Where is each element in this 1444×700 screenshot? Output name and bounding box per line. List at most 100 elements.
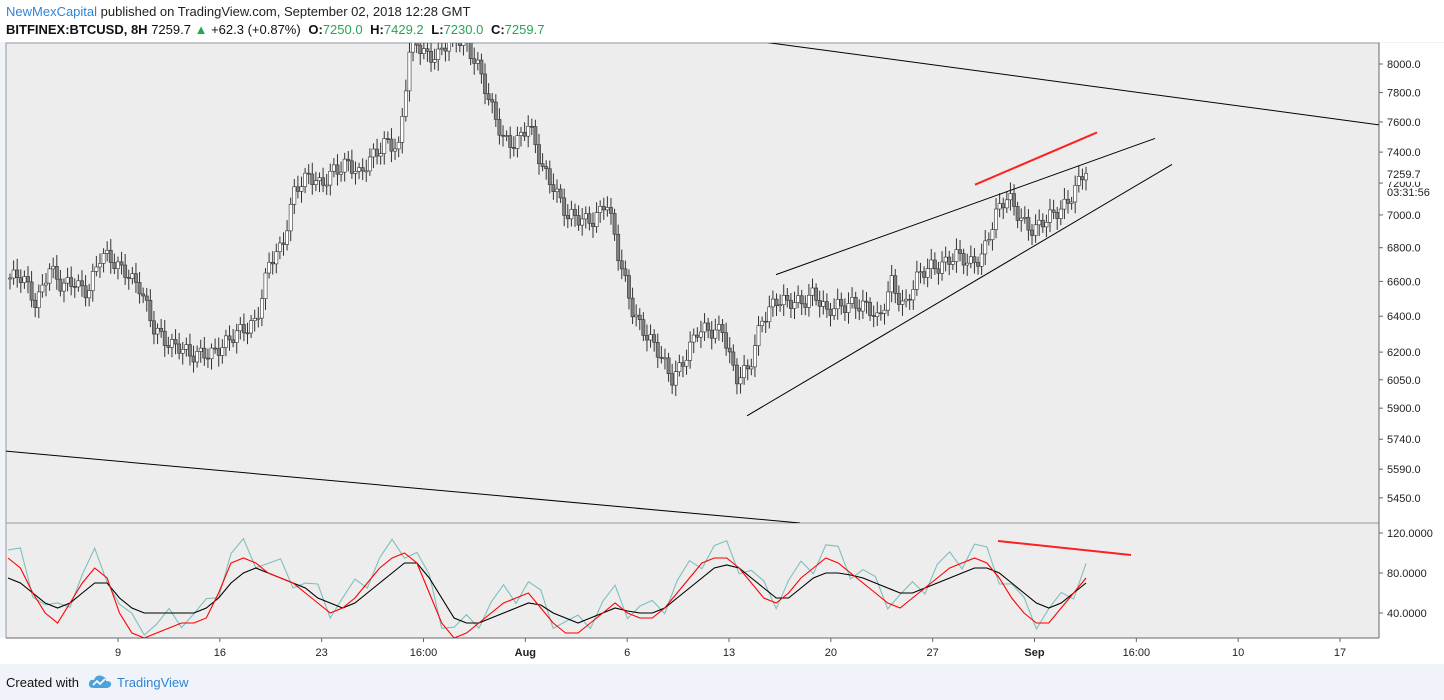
- candle-body: [306, 172, 311, 175]
- candle-body: [455, 32, 458, 41]
- candle-body: [846, 303, 851, 313]
- candle-body: [882, 309, 887, 314]
- candle-body: [745, 365, 750, 370]
- candle-body: [896, 293, 901, 305]
- author-link[interactable]: NewMexCapital: [6, 4, 98, 19]
- candle-body: [738, 377, 743, 385]
- footer: Created with TradingView: [0, 664, 1444, 700]
- candle-body: [954, 249, 959, 262]
- open-value: 7250.0: [322, 22, 363, 37]
- candle-body: [727, 347, 732, 353]
- candle-body: [177, 343, 182, 354]
- candle-body: [1076, 176, 1081, 186]
- candle-body: [1051, 209, 1056, 213]
- candle-body: [958, 249, 962, 254]
- candle-body: [853, 297, 858, 309]
- candle-body: [814, 287, 819, 301]
- candle-body: [26, 276, 30, 283]
- candle-body: [1022, 217, 1027, 219]
- candle-body: [58, 278, 63, 292]
- last-price-label: 7259.7: [1387, 169, 1421, 181]
- time-tick-label: 20: [825, 647, 837, 659]
- candle-body: [497, 119, 502, 136]
- time-axis[interactable]: [0, 638, 1444, 664]
- time-tick-label: 10: [1232, 647, 1244, 659]
- candles-layer: [8, 32, 1088, 397]
- candle-body: [821, 301, 826, 307]
- candle-body: [947, 256, 952, 265]
- candle-body: [339, 171, 343, 175]
- candle-body: [382, 138, 387, 154]
- tradingview-link[interactable]: TradingView: [117, 675, 189, 690]
- candle-body: [878, 312, 883, 315]
- candle-body: [331, 164, 336, 172]
- candle-body: [400, 116, 405, 143]
- candle-body: [198, 347, 203, 352]
- candle-body: [922, 271, 926, 278]
- last-price-box: [1380, 165, 1444, 182]
- candle-body: [130, 273, 135, 279]
- candle-body: [141, 293, 146, 297]
- candle-body: [349, 160, 354, 174]
- candle-body: [699, 331, 703, 338]
- tradingview-cloud-icon[interactable]: [88, 673, 112, 691]
- price-tick-label: 6200.0: [1387, 347, 1421, 359]
- candle-body: [645, 335, 649, 341]
- ohlc-legend: BITFINEX:BTCUSD, 8H 7259.7 ▲ +62.3 (+0.8…: [6, 22, 544, 37]
- candle-body: [260, 298, 264, 319]
- candle-body: [299, 186, 304, 192]
- candle-body: [824, 301, 829, 310]
- candle-body: [753, 345, 757, 368]
- candle-body: [533, 126, 538, 145]
- candle-body: [432, 59, 437, 63]
- change-up-icon: ▲: [194, 22, 208, 37]
- candle-body: [310, 173, 315, 185]
- candle-body: [202, 347, 207, 359]
- candle-body: [303, 172, 307, 187]
- candle-body: [403, 90, 408, 117]
- candle-body: [155, 327, 160, 335]
- candle-body: [418, 44, 423, 54]
- candle-body: [439, 47, 444, 50]
- candle-body: [720, 324, 725, 333]
- candle-body: [216, 348, 221, 356]
- candle-body: [771, 298, 775, 308]
- symbol-label[interactable]: BITFINEX:BTCUSD, 8H: [6, 22, 148, 37]
- stoch-pane[interactable]: [5, 522, 1380, 639]
- chart-canvas[interactable]: 8000.07800.07600.07400.07200.07000.06800…: [0, 0, 1444, 664]
- candle-body: [900, 300, 905, 305]
- time-tick-label: 17: [1334, 647, 1346, 659]
- candle-body: [807, 294, 811, 308]
- candle-body: [871, 315, 876, 317]
- main-pane[interactable]: [5, 42, 1380, 524]
- trendline-lower-wedge: [746, 163, 1173, 417]
- candle-body: [547, 168, 552, 185]
- candle-body: [623, 268, 628, 276]
- candle-body: [209, 347, 214, 360]
- candle-body: [295, 186, 300, 192]
- time-tick-label: 6: [624, 647, 630, 659]
- candle-body: [80, 280, 84, 287]
- candle-body: [508, 135, 513, 148]
- candle-body: [159, 327, 164, 332]
- candle-body: [860, 300, 865, 312]
- candle-body: [573, 209, 577, 216]
- candle-body: [292, 186, 297, 205]
- chart-header: NewMexCapital published on TradingView.c…: [0, 0, 1444, 42]
- price-tick-label: 6600.0: [1387, 276, 1421, 288]
- price-tick-label: 7800.0: [1387, 88, 1421, 100]
- candle-body: [47, 268, 52, 284]
- candle-body: [789, 299, 793, 309]
- candle-body: [8, 277, 12, 280]
- candle-body: [72, 286, 77, 288]
- price-axis[interactable]: [1379, 43, 1444, 638]
- candle-body: [274, 251, 279, 265]
- candle-body: [767, 306, 772, 322]
- candle-body: [576, 215, 581, 226]
- last-price: 7259.7: [151, 22, 191, 37]
- candle-body: [180, 349, 185, 354]
- candle-body: [321, 177, 325, 186]
- candle-body: [511, 147, 516, 149]
- candle-body: [634, 314, 639, 318]
- candle-body: [242, 324, 246, 334]
